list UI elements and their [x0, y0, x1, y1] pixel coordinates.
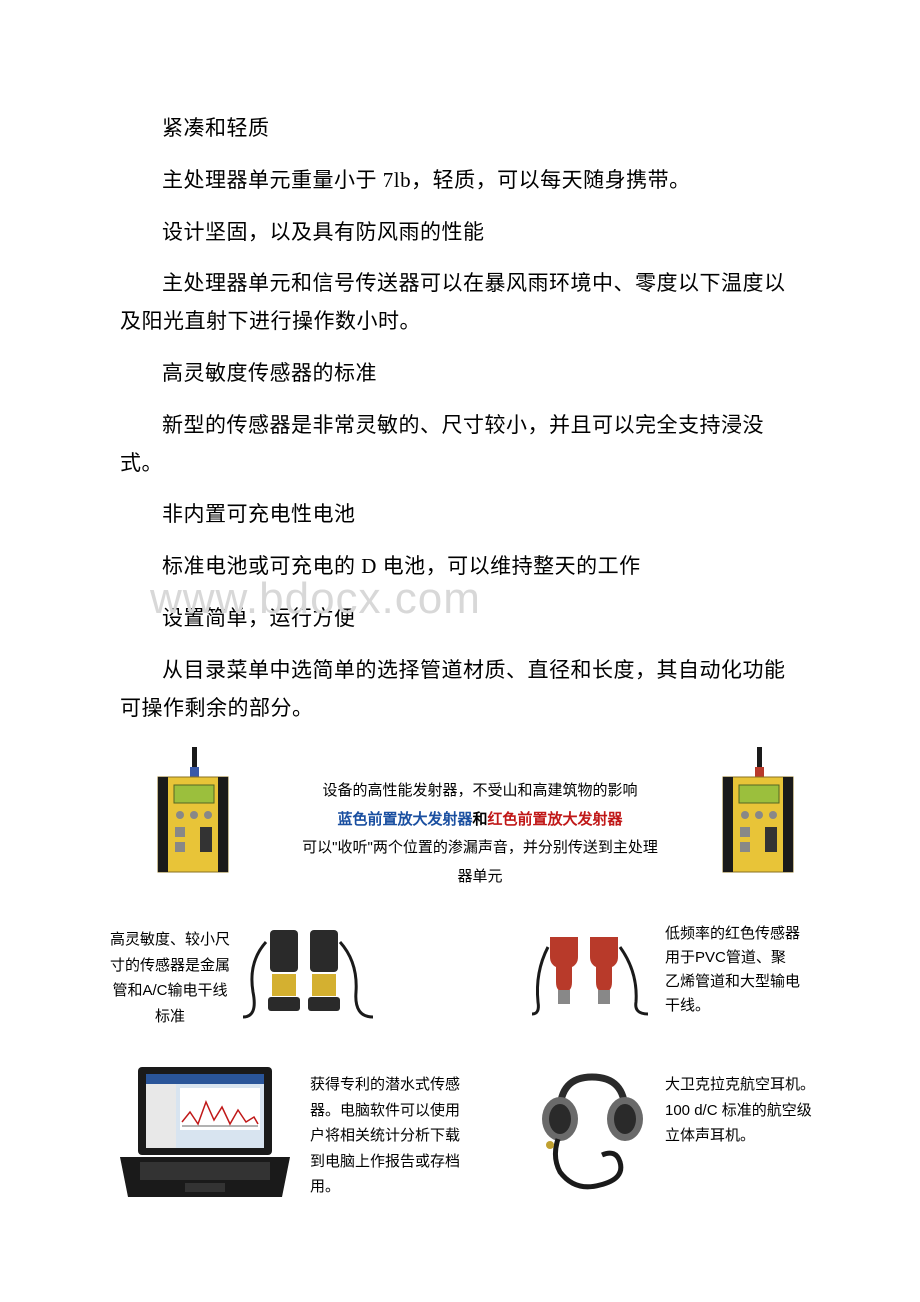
product-diagram: 设备的高性能发射器，不受山和高建筑物的影响 蓝色前置放大发射器和红色前置放大发射…: [110, 747, 810, 1267]
red-amp-label: 红色前置放大发射器: [488, 811, 623, 828]
para-7: 非内置可充电性电池: [120, 496, 800, 534]
metal-sensor-caption: 高灵敏度、较小尺寸的传感器是金属管和A/C输电干线标准: [110, 927, 230, 1029]
para-9: 设置简单，运行方便: [120, 600, 800, 638]
laptop-image: [110, 1062, 300, 1207]
para-6: 新型的传感器是非常灵敏的、尺寸较小，并且可以完全支持浸没式。: [120, 407, 800, 483]
pvc-sensor-image: [530, 922, 650, 1022]
para-3: 设计坚固，以及具有防风雨的性能: [120, 214, 800, 252]
and-label: 和: [472, 811, 487, 828]
para-2: 主处理器单元重量小于 7lb，轻质，可以每天随身携带。: [120, 162, 800, 200]
headphones-caption: 大卫克拉克航空耳机。100 d/C 标准的航空级立体声耳机。: [665, 1072, 815, 1149]
transmitter-caption-line3: 可以"收听"两个位置的渗漏声音，并分别传送到主处理器单元: [295, 834, 665, 891]
transmitter-caption: 设备的高性能发射器，不受山和高建筑物的影响 蓝色前置放大发射器和红色前置放大发射…: [295, 777, 665, 891]
pvc-sensor-caption: 低频率的红色传感器用于PVC管道、聚乙烯管道和大型输电干线。: [665, 922, 800, 1018]
para-8: 标准电池或可充电的 D 电池，可以维持整天的工作: [120, 548, 800, 586]
para-1: 紧凑和轻质: [120, 110, 800, 148]
transmitter-left-image: [150, 747, 240, 887]
transmitter-caption-line2: 蓝色前置放大发射器和红色前置放大发射器: [295, 806, 665, 835]
para-4: 主处理器单元和信号传送器可以在暴风雨环境中、零度以下温度以及阳光直射下进行操作数…: [120, 265, 800, 341]
transmitter-right-image: [715, 747, 805, 887]
transmitter-caption-line1: 设备的高性能发射器，不受山和高建筑物的影响: [295, 777, 665, 806]
para-5: 高灵敏度传感器的标准: [120, 355, 800, 393]
blue-amp-label: 蓝色前置放大发射器: [337, 811, 472, 828]
headphones-image: [530, 1067, 655, 1197]
para-10: 从目录菜单中选简单的选择管道材质、直径和长度，其自动化功能可操作剩余的部分。: [120, 652, 800, 728]
metal-sensor-image: [238, 922, 378, 1027]
laptop-caption: 获得专利的潜水式传感器。电脑软件可以使用户将相关统计分析下载到电脑上作报告或存档…: [310, 1072, 460, 1200]
